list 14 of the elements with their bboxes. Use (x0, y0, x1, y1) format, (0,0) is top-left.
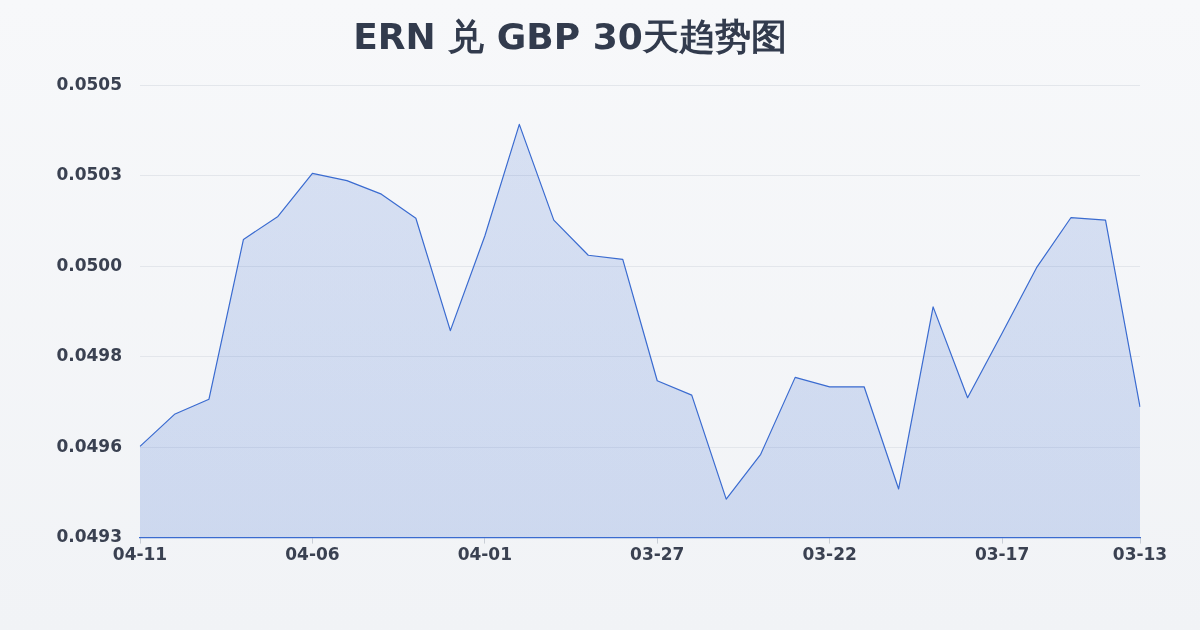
y-tick-label: 0.0496 (56, 435, 122, 456)
y-tick-label: 0.0498 (56, 345, 122, 366)
x-tick-label: 03-22 (802, 544, 857, 565)
y-tick-label: 0.0505 (56, 73, 122, 94)
x-tick-label: 04-11 (112, 544, 168, 565)
y-tick-label: 0.0493 (56, 526, 122, 547)
x-tick-label: 04-01 (457, 544, 513, 565)
x-tick-label: 03-13 (1112, 544, 1168, 565)
y-tick-label: 0.0503 (56, 164, 122, 185)
x-tick-label: 04-06 (285, 544, 340, 565)
chart-title: ERN 兑 GBP 30天趋势图 (353, 15, 787, 57)
x-tick-label: 03-17 (974, 544, 1030, 565)
y-tick-label: 0.0500 (56, 254, 123, 275)
x-tick-label: 03-27 (630, 544, 685, 565)
